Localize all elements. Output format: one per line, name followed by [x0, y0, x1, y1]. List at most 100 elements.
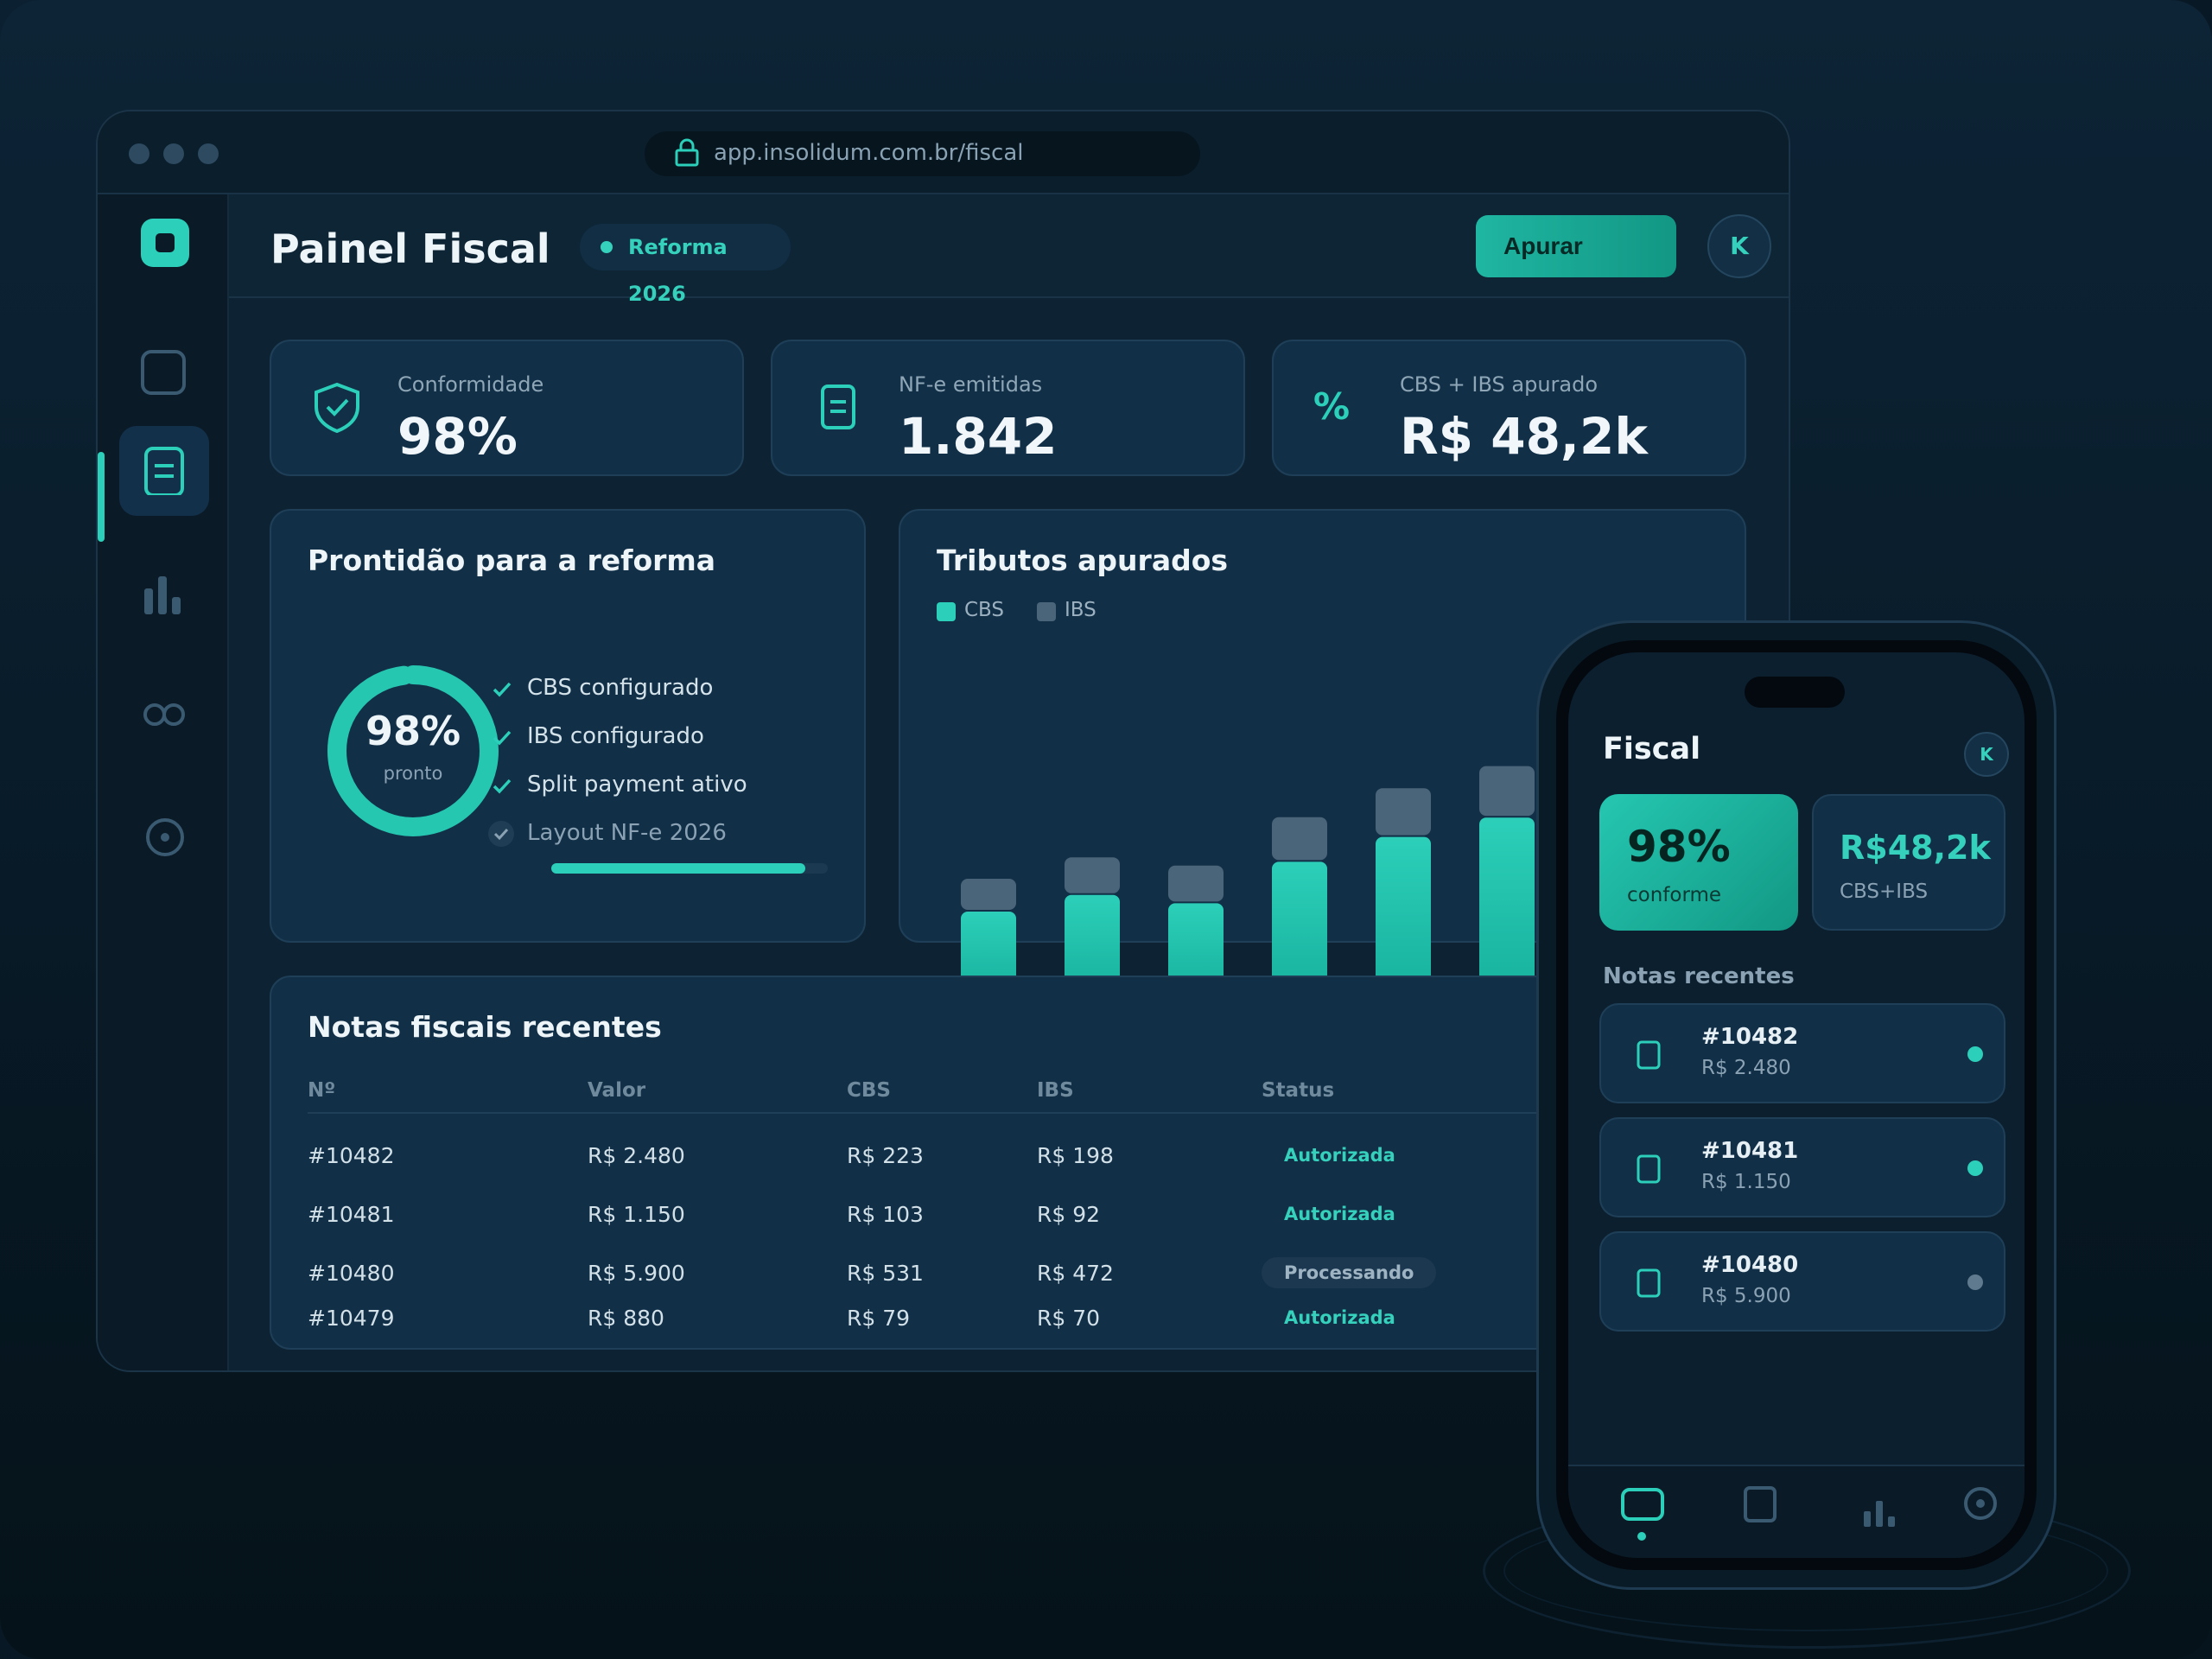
- check-icon: [493, 730, 512, 746]
- checklist-label: CBS configurado: [527, 675, 714, 701]
- column-header-status[interactable]: Status: [1262, 1079, 1335, 1102]
- sidebar-item-documents-icon[interactable]: [141, 447, 189, 495]
- note-value: R$ 1.150: [1701, 1171, 1791, 1193]
- note-number: #10481: [1701, 1138, 1799, 1164]
- kpi-value: R$ 48,2k: [1400, 407, 1648, 466]
- window-minimize-dot[interactable]: [163, 143, 184, 164]
- tab-reports-icon[interactable]: [1862, 1499, 1897, 1529]
- status-badge: Autorizada: [1284, 1307, 1395, 1328]
- cell-ibs: R$ 70: [1037, 1306, 1101, 1331]
- phone-device: Fiscal K 98% conforme R$48,2k CBS+IBS No…: [1536, 620, 2056, 1590]
- phone-avatar[interactable]: K: [1964, 732, 2009, 777]
- phone-card-value: R$48,2k: [1840, 829, 1991, 867]
- sidebar-item-reports-icon[interactable]: [141, 568, 189, 616]
- window-close-dot[interactable]: [129, 143, 149, 164]
- sidebar-active-indicator: [98, 452, 105, 542]
- column-header-valor[interactable]: Valor: [588, 1079, 646, 1102]
- check-icon: [493, 779, 512, 794]
- sidebar-item-dashboard-icon[interactable]: [139, 348, 188, 397]
- user-avatar[interactable]: K: [1707, 214, 1771, 278]
- cell-cbs: R$ 79: [847, 1306, 911, 1331]
- kpi-label: NF-e emitidas: [899, 372, 1043, 397]
- kpi-label: Conformidade: [397, 372, 544, 397]
- legend-swatch: [1037, 602, 1056, 621]
- cell-cbs: R$ 223: [847, 1143, 924, 1168]
- document-icon: [821, 385, 855, 429]
- document-icon: [1637, 1268, 1661, 1298]
- cell-ibs: R$ 472: [1037, 1261, 1114, 1286]
- note-status-dot: [1967, 1274, 1983, 1290]
- cell-valor: R$ 2.480: [588, 1143, 685, 1168]
- sidebar-item-settings-icon[interactable]: [141, 813, 189, 861]
- kpi-card-nfe: NF-e emitidas 1.842: [771, 340, 1245, 476]
- status-badge: Autorizada: [1284, 1145, 1395, 1166]
- note-number: #10482: [1701, 1024, 1799, 1050]
- phone-card-conformidade[interactable]: 98% conforme: [1599, 794, 1798, 931]
- browser-titlebar: app.insolidum.com.br/fiscal: [98, 111, 1789, 194]
- tab-active-dot: [1637, 1532, 1646, 1541]
- pending-check-icon: [488, 821, 514, 847]
- phone-note-item[interactable]: #10482 R$ 2.480: [1599, 1003, 2005, 1103]
- cell-valor: R$ 880: [588, 1306, 664, 1331]
- url-text: app.insolidum.com.br/fiscal: [714, 140, 1024, 166]
- readiness-progress-track: [551, 863, 828, 874]
- note-number: #10480: [1701, 1252, 1799, 1278]
- note-value: R$ 5.900: [1701, 1285, 1791, 1307]
- checklist-item: IBS configurado: [493, 723, 704, 749]
- sidebar-item-documents[interactable]: [119, 426, 209, 516]
- kpi-card-cbs-ibs: % CBS + IBS apurado R$ 48,2k: [1272, 340, 1746, 476]
- legend-swatch: [937, 602, 956, 621]
- kpi-value: 98%: [397, 407, 518, 466]
- checklist-label: Split payment ativo: [527, 772, 747, 798]
- kpi-value: 1.842: [899, 407, 1058, 466]
- kpi-card-conformidade: Conformidade 98%: [270, 340, 744, 476]
- table-divider: [308, 1112, 1725, 1114]
- column-header-ibs[interactable]: IBS: [1037, 1079, 1074, 1102]
- sidebar-item-integrations-icon[interactable]: [141, 690, 189, 739]
- readiness-sub-label: pronto: [383, 763, 443, 784]
- invoices-title: Notas fiscais recentes: [308, 1010, 662, 1044]
- check-icon: [493, 682, 512, 697]
- legend-cbs: CBS: [937, 599, 1004, 621]
- tab-home-icon[interactable]: [1620, 1487, 1665, 1525]
- cell-ibs: R$ 198: [1037, 1143, 1114, 1168]
- checklist-label: Layout NF-e 2026: [527, 820, 727, 846]
- phone-tab-bar: [1568, 1465, 2024, 1558]
- phone-title: Fiscal: [1603, 732, 1701, 766]
- phone-note-item[interactable]: #10480 R$ 5.900: [1599, 1231, 2005, 1332]
- percent-icon: %: [1313, 385, 1351, 428]
- checklist-item: Layout NF-e 2026: [488, 820, 727, 847]
- address-bar[interactable]: app.insolidum.com.br/fiscal: [645, 131, 1200, 176]
- status-badge: Autorizada: [1284, 1204, 1395, 1224]
- phone-screen: Fiscal K 98% conforme R$48,2k CBS+IBS No…: [1568, 652, 2024, 1558]
- cell-valor: R$ 5.900: [588, 1261, 685, 1286]
- readiness-donut: [327, 665, 499, 836]
- page-title: Painel Fiscal: [270, 226, 550, 272]
- column-header-cbs[interactable]: CBS: [847, 1079, 891, 1102]
- cell-valor: R$ 1.150: [588, 1202, 685, 1227]
- phone-bezel: Fiscal K 98% conforme R$48,2k CBS+IBS No…: [1556, 640, 2037, 1570]
- apurar-button[interactable]: Apurar: [1476, 215, 1676, 277]
- phone-notch: [1745, 677, 1845, 708]
- phone-card-value: 98%: [1627, 822, 1731, 872]
- note-value: R$ 2.480: [1701, 1057, 1791, 1079]
- phone-card-label: CBS+IBS: [1840, 880, 1929, 903]
- phone-note-item[interactable]: #10481 R$ 1.150: [1599, 1117, 2005, 1217]
- phone-card-cbs-ibs[interactable]: R$48,2k CBS+IBS: [1812, 794, 2005, 931]
- window-maximize-dot[interactable]: [198, 143, 219, 164]
- cell-cbs: R$ 103: [847, 1202, 924, 1227]
- sidebar: [98, 194, 229, 1370]
- status-badge: Processando: [1262, 1257, 1437, 1288]
- phone-section-title: Notas recentes: [1603, 963, 1795, 989]
- cell-num: #10481: [308, 1202, 395, 1227]
- readiness-card: Prontidão para a reforma 98% pronto CBS …: [270, 509, 866, 943]
- document-icon: [1637, 1154, 1661, 1184]
- shield-check-icon: [315, 382, 359, 433]
- app-logo-icon[interactable]: [141, 219, 189, 267]
- note-status-dot: [1967, 1160, 1983, 1176]
- column-header-num[interactable]: Nº: [308, 1079, 336, 1102]
- tab-documents-icon[interactable]: [1743, 1485, 1777, 1523]
- legend-label: IBS: [1065, 599, 1096, 621]
- legend-ibs: IBS: [1037, 599, 1096, 621]
- tab-settings-icon[interactable]: [1962, 1485, 1999, 1522]
